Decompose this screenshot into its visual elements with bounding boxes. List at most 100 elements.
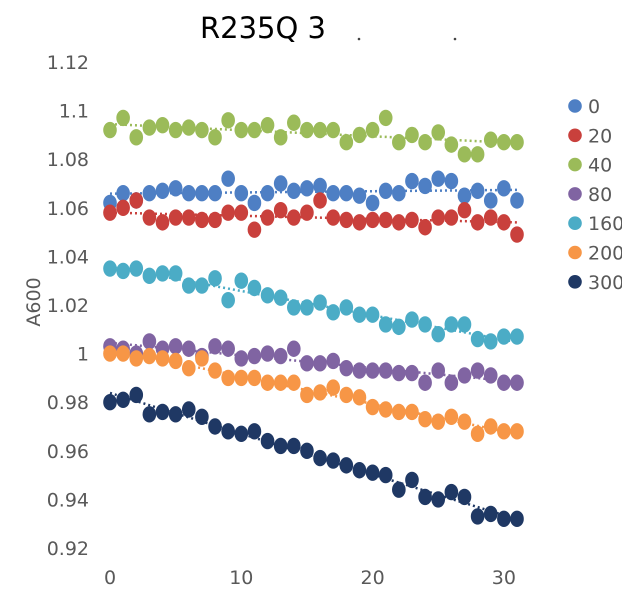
data-point [392,364,406,382]
data-point [116,109,130,127]
data-point [339,185,354,202]
data-point [142,267,157,285]
data-point [247,369,262,387]
data-point [300,180,314,197]
data-point [181,209,196,226]
data-point [181,277,196,294]
data-point [365,121,380,139]
x-tick-label: 10 [229,567,253,589]
data-point [352,187,367,204]
data-point [142,119,157,136]
data-point [273,175,288,192]
data-point [181,185,196,202]
data-point [497,214,511,231]
data-point [352,126,367,144]
data-point [287,114,301,131]
data-point [234,121,249,139]
data-point [260,374,275,391]
data-point [510,423,524,440]
data-point [392,403,406,421]
data-point [497,423,511,440]
data-point [326,352,340,370]
data-point [352,462,367,479]
data-point [444,136,459,153]
data-point [103,345,117,362]
data-point [234,185,249,202]
data-point [129,192,144,209]
y-tick-label: 1.12 [47,52,89,74]
data-point [378,182,393,199]
data-point [142,185,157,202]
data-point [155,403,170,421]
data-point [352,214,367,231]
data-point [378,401,393,418]
data-point [497,374,511,391]
data-point [457,146,472,163]
data-point [260,432,275,450]
data-point [313,384,327,401]
data-point [221,291,235,309]
data-point [273,202,288,219]
data-point [168,406,183,423]
data-point [260,287,275,304]
data-point [444,483,459,501]
legend-marker [568,275,582,289]
data-point [483,418,498,435]
data-point [405,471,419,489]
data-point [208,211,222,229]
data-point [418,133,432,151]
data-point [129,129,144,146]
data-point [247,221,262,238]
data-point [339,299,354,316]
data-point [483,367,498,384]
data-point [287,437,301,455]
data-point [497,510,511,528]
data-point [326,379,340,396]
data-point [497,180,511,197]
data-point [444,408,459,425]
data-point [431,362,446,379]
y-tick-label: 1.1 [59,101,89,123]
data-point [116,199,130,216]
data-point [273,437,288,455]
data-point [234,369,249,387]
data-point [378,362,393,379]
data-point [431,491,446,508]
data-point [431,413,446,430]
data-point [470,425,485,442]
data-point [287,374,301,391]
legend-label: 80 [588,184,612,206]
data-point [287,209,301,226]
legend-label: 20 [588,125,612,147]
data-point [470,214,485,231]
data-point [418,177,432,195]
data-point [208,129,222,146]
legend-label: 300 [588,272,622,294]
data-point [510,510,524,528]
data-point [405,364,419,382]
data-point [326,304,340,321]
chart-title: R235Q 3 [200,11,326,45]
data-point [365,362,380,379]
data-point [195,211,209,229]
data-point [313,449,327,467]
data-point [313,294,327,311]
legend: 0 20 40 80 160 200 300 [568,96,622,294]
data-point [352,306,367,323]
data-point [378,466,393,484]
data-point [418,316,432,333]
data-point [247,279,262,297]
data-point [116,262,130,280]
data-point [221,204,235,221]
data-point [273,129,288,146]
y-tick-label: 1.06 [47,198,89,220]
y-axis-label: A600 [23,277,45,326]
legend-label: 200 [588,243,622,265]
data-point [339,386,354,404]
data-point [273,347,288,365]
data-point [313,121,327,139]
data-point [392,481,406,498]
data-point [181,340,196,357]
data-point [405,311,419,328]
data-point [155,350,170,367]
